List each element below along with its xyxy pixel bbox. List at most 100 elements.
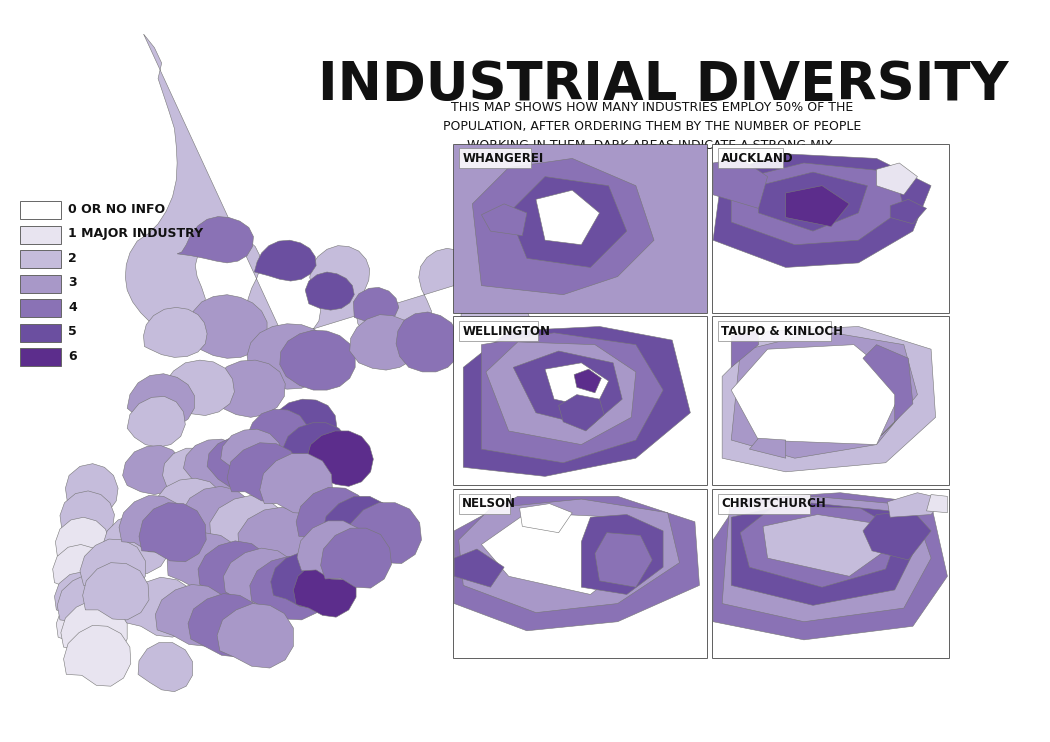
Text: 3: 3 [68, 276, 77, 289]
Bar [20, 250, 61, 269]
Bar [455, 490, 707, 658]
Text: THIS MAP SHOWS HOW MANY INDUSTRIES EMPLOY 50% OF THE
POPULATION, AFTER ORDERING : THIS MAP SHOWS HOW MANY INDUSTRIES EMPLO… [443, 101, 861, 152]
Polygon shape [80, 539, 145, 595]
Polygon shape [182, 486, 255, 548]
Bar [20, 275, 61, 293]
Polygon shape [217, 603, 293, 668]
Polygon shape [250, 556, 327, 620]
Polygon shape [455, 318, 707, 485]
Polygon shape [396, 312, 461, 372]
Polygon shape [188, 594, 264, 657]
Polygon shape [83, 562, 149, 620]
Polygon shape [713, 318, 949, 485]
Polygon shape [740, 505, 899, 587]
Polygon shape [713, 145, 949, 313]
Polygon shape [731, 344, 904, 444]
Polygon shape [320, 528, 392, 588]
Polygon shape [52, 545, 107, 595]
Polygon shape [574, 370, 602, 393]
Polygon shape [459, 499, 679, 613]
Polygon shape [189, 295, 267, 358]
Polygon shape [167, 533, 242, 591]
Polygon shape [56, 517, 110, 568]
Text: CHRISTCHURCH: CHRISTCHURCH [721, 497, 826, 510]
Polygon shape [354, 287, 399, 323]
Polygon shape [890, 200, 926, 224]
Polygon shape [124, 577, 198, 637]
Bar [717, 493, 811, 513]
Polygon shape [238, 508, 320, 574]
Text: 4: 4 [68, 301, 77, 314]
Polygon shape [520, 504, 572, 533]
Polygon shape [595, 533, 652, 587]
Bar [459, 493, 510, 513]
Bar [717, 148, 783, 168]
Bar [713, 145, 949, 313]
Polygon shape [877, 163, 918, 195]
Polygon shape [750, 439, 785, 459]
Polygon shape [731, 331, 758, 367]
Polygon shape [455, 490, 707, 658]
Polygon shape [926, 494, 947, 513]
Polygon shape [863, 344, 912, 436]
Polygon shape [227, 443, 300, 502]
Polygon shape [785, 186, 849, 226]
Text: WHANGEREI: WHANGEREI [462, 152, 544, 165]
Polygon shape [207, 437, 266, 488]
Bar [20, 201, 61, 220]
Polygon shape [144, 307, 207, 358]
Text: 5: 5 [68, 326, 77, 338]
Polygon shape [247, 409, 309, 462]
Polygon shape [763, 514, 881, 577]
Polygon shape [127, 396, 185, 447]
Polygon shape [482, 333, 664, 463]
Polygon shape [64, 626, 131, 686]
Polygon shape [731, 331, 918, 459]
Bar [717, 321, 831, 341]
Polygon shape [163, 448, 223, 498]
Polygon shape [758, 172, 867, 231]
Text: 1 MAJOR INDUSTRY: 1 MAJOR INDUSTRY [68, 227, 204, 240]
Bar [20, 348, 61, 367]
Polygon shape [57, 599, 111, 650]
Polygon shape [58, 574, 123, 634]
Polygon shape [65, 464, 118, 516]
Polygon shape [713, 493, 947, 640]
Polygon shape [455, 145, 707, 313]
Polygon shape [463, 326, 690, 476]
Polygon shape [731, 502, 918, 605]
Polygon shape [123, 445, 184, 494]
Polygon shape [731, 163, 904, 245]
Polygon shape [513, 351, 623, 427]
Polygon shape [154, 478, 226, 537]
Bar [713, 490, 949, 658]
Polygon shape [103, 514, 169, 574]
Polygon shape [713, 490, 949, 658]
Polygon shape [472, 159, 654, 295]
Text: WELLINGTON: WELLINGTON [462, 324, 550, 338]
Polygon shape [271, 553, 333, 608]
Polygon shape [224, 548, 299, 611]
Polygon shape [307, 431, 374, 486]
Polygon shape [713, 154, 931, 267]
Polygon shape [279, 330, 355, 390]
Bar [713, 318, 949, 485]
Polygon shape [247, 324, 330, 389]
Polygon shape [164, 360, 234, 416]
Bar [20, 299, 61, 318]
Bar [455, 318, 707, 485]
Polygon shape [210, 496, 288, 560]
Polygon shape [545, 363, 609, 408]
Polygon shape [559, 395, 604, 431]
Polygon shape [60, 491, 114, 541]
Polygon shape [455, 549, 504, 587]
Polygon shape [177, 217, 253, 263]
Polygon shape [61, 601, 127, 661]
Polygon shape [184, 439, 247, 490]
Polygon shape [350, 315, 418, 370]
Polygon shape [139, 503, 206, 562]
Polygon shape [508, 177, 627, 267]
Polygon shape [155, 585, 232, 646]
Polygon shape [138, 643, 192, 692]
Bar [459, 148, 531, 168]
